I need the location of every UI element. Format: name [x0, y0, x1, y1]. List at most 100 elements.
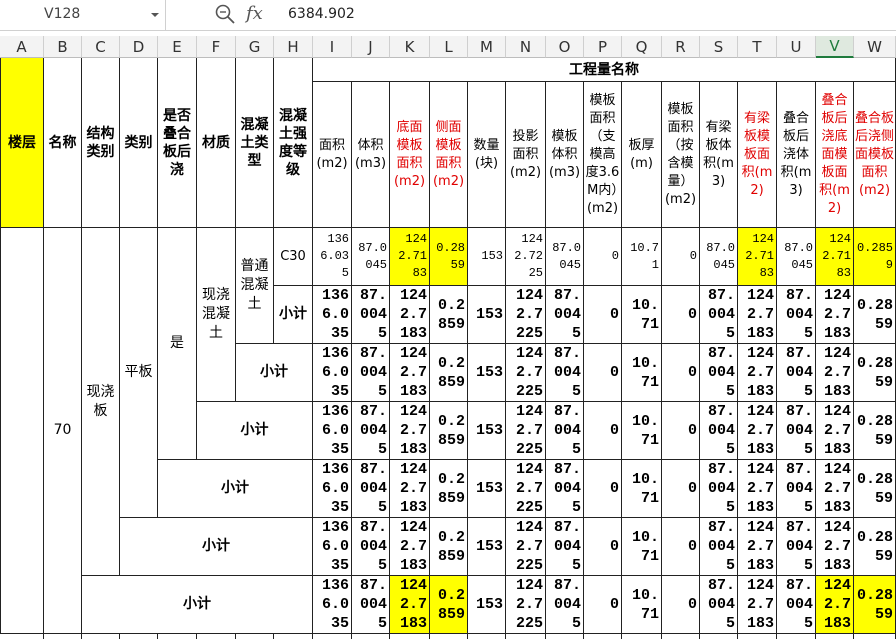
header-cell: 结构类别: [82, 58, 120, 228]
column-header[interactable]: P: [584, 36, 622, 58]
value-cell: 0: [584, 576, 622, 634]
value-cell-text: 87.0045: [359, 403, 387, 458]
column-header[interactable]: T: [738, 36, 777, 58]
value-cell-text: 1242.7225: [514, 232, 543, 280]
header-cell-text: 楼层: [8, 134, 36, 151]
header-cell: 混凝土强度等级: [274, 58, 313, 228]
column-header[interactable]: Q: [622, 36, 662, 58]
name-box[interactable]: V128: [0, 0, 166, 30]
dropdown-arrow[interactable]: [150, 11, 160, 19]
value-cell-text: 87.0045: [785, 287, 813, 342]
value-cell: 1242.7183: [738, 286, 777, 344]
column-header[interactable]: F: [197, 36, 236, 58]
measure-header: 模板体积(m3): [546, 82, 584, 228]
value-cell: 87.0045: [777, 402, 816, 460]
value-cell: 87.0045: [777, 460, 816, 518]
name-box-text: V128: [44, 6, 81, 22]
column-header[interactable]: S: [700, 36, 738, 58]
column-header[interactable]: U: [777, 36, 816, 58]
column-header[interactable]: V: [816, 36, 854, 58]
value-cell-text: 1242.7183: [399, 519, 427, 574]
value-cell: 1242.7183: [816, 460, 854, 518]
group-label: 现浇板: [82, 228, 120, 576]
search-icon[interactable]: [214, 3, 236, 25]
header-title-text: 工程量名称: [569, 61, 639, 78]
column-header[interactable]: N: [506, 36, 546, 58]
column-header[interactable]: C: [82, 36, 120, 58]
column-header[interactable]: A: [0, 36, 44, 58]
value-cell: 1242.7183: [390, 576, 430, 634]
value-cell: 0: [662, 460, 700, 518]
value-cell-text: 1242.7183: [746, 519, 774, 574]
value-cell: 0: [584, 518, 622, 576]
value-cell: 0.2859: [854, 460, 896, 518]
value-cell-text: 87.0045: [785, 519, 813, 574]
value-cell: 0: [584, 286, 622, 344]
value-cell-text: 0: [609, 480, 619, 497]
subtotal-label-text: 小计: [202, 538, 230, 554]
column-header[interactable]: E: [158, 36, 197, 58]
value-cell: 10.71: [622, 518, 662, 576]
column-header-text: T: [752, 37, 762, 56]
column-header[interactable]: K: [390, 36, 430, 58]
empty-cell: [430, 634, 468, 639]
column-header[interactable]: B: [44, 36, 82, 58]
column-header[interactable]: M: [468, 36, 506, 58]
value-cell: 87.0045: [352, 460, 390, 518]
value-cell-text: 1242.7183: [823, 577, 851, 632]
column-header-text: D: [132, 37, 145, 56]
column-header[interactable]: L: [430, 36, 468, 58]
value-cell: 87.0045: [700, 344, 738, 402]
column-header[interactable]: W: [854, 36, 896, 58]
value-cell: 1242.7225: [506, 286, 546, 344]
value-cell: 87.0045: [546, 576, 584, 634]
value-cell-text: 0.2859: [856, 354, 893, 391]
value-cell-text: 1242.7183: [823, 461, 851, 516]
value-cell-text: 87.0045: [359, 461, 387, 516]
column-header-text: I: [329, 37, 335, 56]
column-header[interactable]: G: [236, 36, 274, 58]
value-cell-text: 10.71: [631, 296, 659, 333]
value-cell: 1242.7183: [816, 518, 854, 576]
group-label: 是: [158, 228, 197, 460]
value-cell-text: 1242.7183: [823, 403, 851, 458]
header-cell: 材质: [197, 58, 236, 228]
value-cell-text: 1242.7183: [823, 345, 851, 400]
value-cell-text: 1242.7183: [823, 287, 851, 342]
value-cell: 153: [468, 460, 506, 518]
subtotal-label: 小计: [274, 286, 313, 344]
value-cell-text: 0: [609, 538, 619, 555]
column-header-text: H: [287, 37, 299, 56]
column-header[interactable]: J: [352, 36, 390, 58]
measure-header-text: 模板面积（支模高度3.6M内）(m2): [585, 92, 620, 216]
value-cell: 153: [468, 518, 506, 576]
column-header[interactable]: D: [120, 36, 158, 58]
value-cell-text: 1366.035: [320, 232, 349, 280]
column-header[interactable]: R: [662, 36, 700, 58]
value-cell-text: 1242.7183: [399, 461, 427, 516]
measure-header-text: 模板体积(m3): [548, 128, 581, 180]
value-cell: 1242.7183: [390, 460, 430, 518]
measure-header: 有梁板体积(m3): [700, 82, 738, 228]
value-cell-text: 1366.035: [321, 403, 349, 458]
value-cell-text: 1242.7183: [746, 403, 774, 458]
measure-header-text: 有梁板体积(m3): [703, 119, 734, 189]
value-cell: 87.0045: [352, 344, 390, 402]
value-cell-text: 153: [475, 596, 503, 613]
value-cell-text: 87.0045: [359, 345, 387, 400]
value-cell-text: 0.2859: [856, 296, 893, 333]
subtotal-label: 小计: [82, 576, 313, 634]
value-cell-text: 1242.7225: [515, 577, 543, 632]
column-header[interactable]: O: [546, 36, 584, 58]
column-header[interactable]: I: [313, 36, 352, 58]
value-cell: 87.0045: [546, 402, 584, 460]
value-cell: 87.0045: [546, 344, 584, 402]
fx-icon[interactable]: fx: [246, 3, 263, 24]
value-cell: 1242.7183: [816, 286, 854, 344]
value-cell-text: 0.2859: [856, 240, 893, 272]
value-cell-text: 1366.035: [321, 287, 349, 342]
value-cell-text: 0.2859: [856, 412, 893, 449]
column-header[interactable]: H: [274, 36, 313, 58]
column-header-text: N: [519, 37, 532, 56]
value-cell: 0.2859: [430, 228, 468, 286]
